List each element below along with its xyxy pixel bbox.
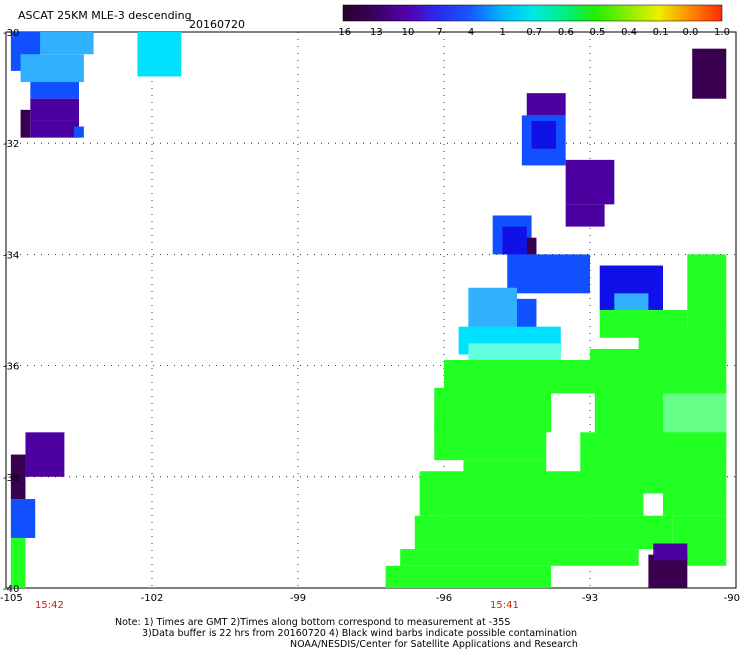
longitude-label: -96	[436, 593, 452, 604]
swath-cell	[25, 432, 65, 477]
swath-cell	[419, 471, 644, 516]
swath-cell	[653, 543, 688, 561]
latitude-label: -38	[3, 473, 19, 484]
swath-cell	[687, 254, 727, 338]
swath-cell	[565, 204, 605, 227]
longitude-label: -105	[0, 593, 23, 604]
swath-cell	[663, 476, 727, 516]
swath-cell	[414, 515, 673, 550]
swath-cell	[20, 54, 84, 83]
gridlines	[6, 32, 736, 588]
swath-cell	[74, 126, 84, 138]
swath-cell	[30, 120, 79, 138]
swath-cell	[25, 32, 94, 55]
longitude-label: -93	[582, 593, 598, 604]
latitude-label: -30	[3, 28, 19, 39]
time-label-left: 15:42	[35, 600, 64, 611]
map-frame	[5, 31, 737, 589]
swath-cell	[385, 565, 552, 588]
latitude-label: -32	[3, 139, 19, 150]
swath-cell	[531, 120, 556, 149]
swath-cell	[517, 298, 537, 333]
swath-cell	[507, 254, 590, 294]
swath-cell	[20, 109, 31, 138]
swath-cell	[614, 293, 649, 310]
latitude-labels: -30 -32 -34 -36 -38 -40	[3, 28, 19, 595]
note-line-3: NOAA/NESDIS/Center for Satellite Applica…	[290, 639, 578, 650]
note-line-2: 3)Data buffer is 22 hrs from 20160720 4)…	[142, 628, 578, 639]
swath-cell	[526, 93, 566, 116]
longitude-labels: -105 -102 -99 -96 -93 -90	[0, 593, 740, 604]
swath-cell	[526, 237, 537, 255]
longitude-label: -102	[141, 593, 164, 604]
swath-cell	[10, 537, 26, 588]
swath-cell	[400, 549, 639, 566]
swath-cell	[10, 454, 26, 500]
wind-swath	[10, 32, 727, 588]
swath-cell	[30, 98, 79, 121]
map-date: 20160720	[189, 18, 245, 31]
colorbar-gradient	[342, 4, 723, 22]
swath-cell	[692, 48, 727, 99]
swath-cell	[10, 499, 36, 538]
swath-cell	[565, 159, 615, 205]
map-title: ASCAT 25KM MLE-3 descending	[18, 9, 192, 22]
swath-cell	[137, 32, 182, 77]
swath-cell	[468, 343, 561, 366]
latitude-label: -40	[3, 584, 19, 595]
note-line-1: Note: 1) Times are GMT 2)Times along bot…	[115, 617, 511, 628]
swath-cell	[30, 82, 79, 99]
swath-cell	[434, 421, 547, 461]
longitude-label: -90	[724, 593, 740, 604]
swath-cell	[502, 226, 527, 255]
longitude-label: -99	[290, 593, 306, 604]
colorbar: -16 -13 -10 -7 -4 -1 -0.7 -0.6 -0.5 -0.4 -0.1 0.0 1.…	[335, 4, 730, 38]
time-label-right: 15:41	[490, 600, 519, 611]
swath-cell	[468, 287, 517, 333]
latitude-label: -36	[3, 362, 19, 373]
latitude-label: -34	[3, 250, 19, 261]
